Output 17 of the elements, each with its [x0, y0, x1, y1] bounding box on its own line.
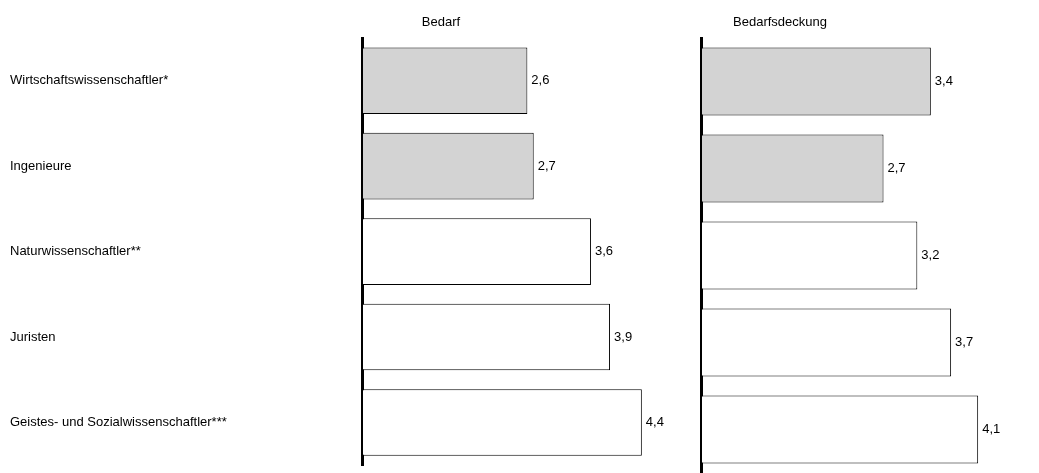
data-label: 2,6	[531, 72, 550, 88]
y-tick-label: Naturwissenschaftler**	[10, 243, 141, 259]
y-tick-label: Juristen	[10, 328, 56, 344]
data-label: 3,2	[921, 247, 940, 263]
data-label: 3,4	[934, 73, 953, 89]
data-label: 4,4	[645, 414, 664, 430]
chart-title: Bedarf	[421, 13, 461, 29]
data-label: 3,6	[594, 243, 614, 259]
y-tick-label: Geistes- und Sozialwissenschaftler***	[10, 414, 227, 430]
data-label: 2,7	[887, 160, 906, 176]
chart-title: Bedarfsdeckung	[733, 13, 827, 29]
data-label: 2,7	[537, 157, 556, 173]
data-label: 4,1	[982, 421, 1001, 437]
data-label: 3,7	[955, 334, 974, 350]
y-tick-label: Ingenieure	[10, 157, 72, 173]
data-label: 3,9	[614, 328, 633, 344]
y-tick-label: Wirtschaftswissenschaftler*	[10, 72, 169, 88]
